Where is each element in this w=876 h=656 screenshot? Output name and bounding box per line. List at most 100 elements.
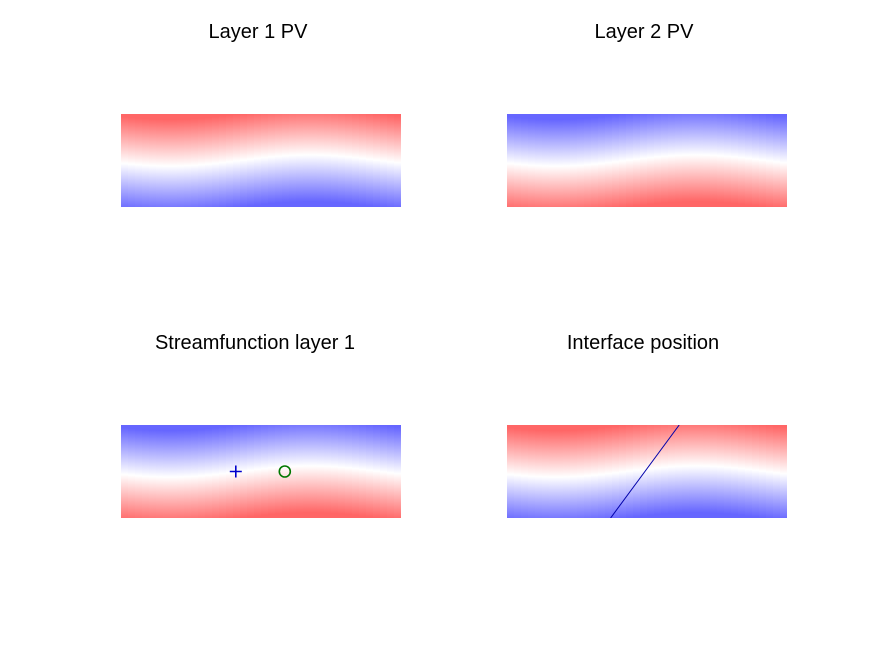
heatmap-column: [177, 425, 185, 518]
heatmap-column: [542, 425, 550, 518]
heatmap-column: [598, 425, 606, 518]
heatmap-column: [577, 114, 585, 207]
heatmap-column: [745, 114, 753, 207]
heatmap-column: [773, 114, 781, 207]
heatmap-column: [626, 425, 634, 518]
heatmap-column: [654, 114, 662, 207]
heatmap-column: [142, 114, 150, 207]
heatmap-column: [135, 114, 143, 207]
heatmap-column: [345, 114, 353, 207]
heatmap-column: [780, 114, 787, 207]
heatmap-column: [766, 114, 774, 207]
heatmap-cells: [507, 114, 787, 207]
heatmap-column: [521, 114, 529, 207]
heatmap-column: [549, 425, 557, 518]
heatmap-column: [177, 114, 185, 207]
heatmap-column: [198, 425, 206, 518]
heatmap-column: [331, 114, 339, 207]
heatmap-column: [121, 114, 129, 207]
heatmap-column: [205, 425, 213, 518]
heatmap-column: [163, 425, 171, 518]
heatmap-column: [724, 114, 732, 207]
heatmap-column: [710, 425, 718, 518]
heatmap-column: [591, 114, 599, 207]
heatmap-column: [752, 425, 760, 518]
heatmap-column: [128, 114, 136, 207]
heatmap-column: [268, 114, 276, 207]
heatmap-column: [282, 425, 290, 518]
heatmap-column: [668, 425, 676, 518]
heatmap-column: [773, 425, 781, 518]
heatmap-column: [282, 114, 290, 207]
heatmap-column: [310, 114, 318, 207]
heatmap-column: [647, 114, 655, 207]
heatmap-column: [507, 425, 515, 518]
heatmap-column: [170, 114, 178, 207]
heatmap-column: [626, 114, 634, 207]
heatmap-column: [682, 114, 690, 207]
heatmap-column: [682, 425, 690, 518]
heatmap-column: [563, 425, 571, 518]
heatmap-layer1-pv: [121, 114, 401, 207]
heatmap-column: [254, 425, 262, 518]
heatmap-column: [605, 425, 613, 518]
panel-title-interface-position: Interface position: [566, 332, 720, 354]
heatmap-column: [380, 114, 388, 207]
heatmap-column: [535, 425, 543, 518]
heatmap-column: [303, 114, 311, 207]
heatmap-column: [514, 114, 522, 207]
heatmap-column: [619, 114, 627, 207]
heatmap-streamfunction-layer1: [121, 425, 401, 518]
heatmap-column: [563, 114, 571, 207]
heatmap-column: [654, 425, 662, 518]
heatmap-column: [156, 114, 164, 207]
plus-marker: [229, 465, 242, 478]
heatmap-column: [584, 425, 592, 518]
heatmap-column: [507, 114, 515, 207]
heatmap-column: [331, 425, 339, 518]
heatmap-column: [640, 425, 648, 518]
panel-title-layer2-pv: Layer 2 PV: [594, 21, 694, 43]
circle-marker: [278, 465, 292, 478]
heatmap-column: [233, 114, 241, 207]
heatmap-column: [703, 114, 711, 207]
panel-title-layer1-pv: Layer 1 PV: [208, 21, 308, 43]
heatmap-column: [289, 114, 297, 207]
heatmap-column: [675, 114, 683, 207]
heatmap-column: [387, 425, 395, 518]
heatmap-column: [240, 425, 248, 518]
heatmap-column: [212, 425, 220, 518]
heatmap-column: [268, 425, 276, 518]
heatmap-column: [128, 425, 136, 518]
heatmap-column: [584, 114, 592, 207]
heatmap-column: [219, 114, 227, 207]
heatmap-column: [752, 114, 760, 207]
heatmap-column: [261, 425, 269, 518]
heatmap-column: [149, 425, 157, 518]
heatmap-column: [766, 425, 774, 518]
heatmap-column: [780, 425, 787, 518]
heatmap-column: [163, 114, 171, 207]
heatmap-column: [254, 114, 262, 207]
heatmap-column: [317, 425, 325, 518]
heatmap-column: [633, 114, 641, 207]
heatmap-column: [366, 114, 374, 207]
heatmap-column: [121, 425, 129, 518]
heatmap-column: [394, 114, 401, 207]
heatmap-column: [359, 114, 367, 207]
heatmap-column: [696, 114, 704, 207]
heatmap-column: [142, 425, 150, 518]
heatmap-column: [226, 114, 234, 207]
heatmap-column: [310, 425, 318, 518]
heatmap-column: [380, 425, 388, 518]
heatmap-column: [212, 114, 220, 207]
heatmap-column: [317, 114, 325, 207]
heatmap-column: [612, 114, 620, 207]
interface-line: [610, 425, 680, 518]
heatmap-column: [338, 425, 346, 518]
heatmap-column: [612, 425, 620, 518]
heatmap-column: [170, 425, 178, 518]
heatmap-column: [542, 114, 550, 207]
heatmap-column: [668, 114, 676, 207]
heatmap-column: [296, 425, 304, 518]
